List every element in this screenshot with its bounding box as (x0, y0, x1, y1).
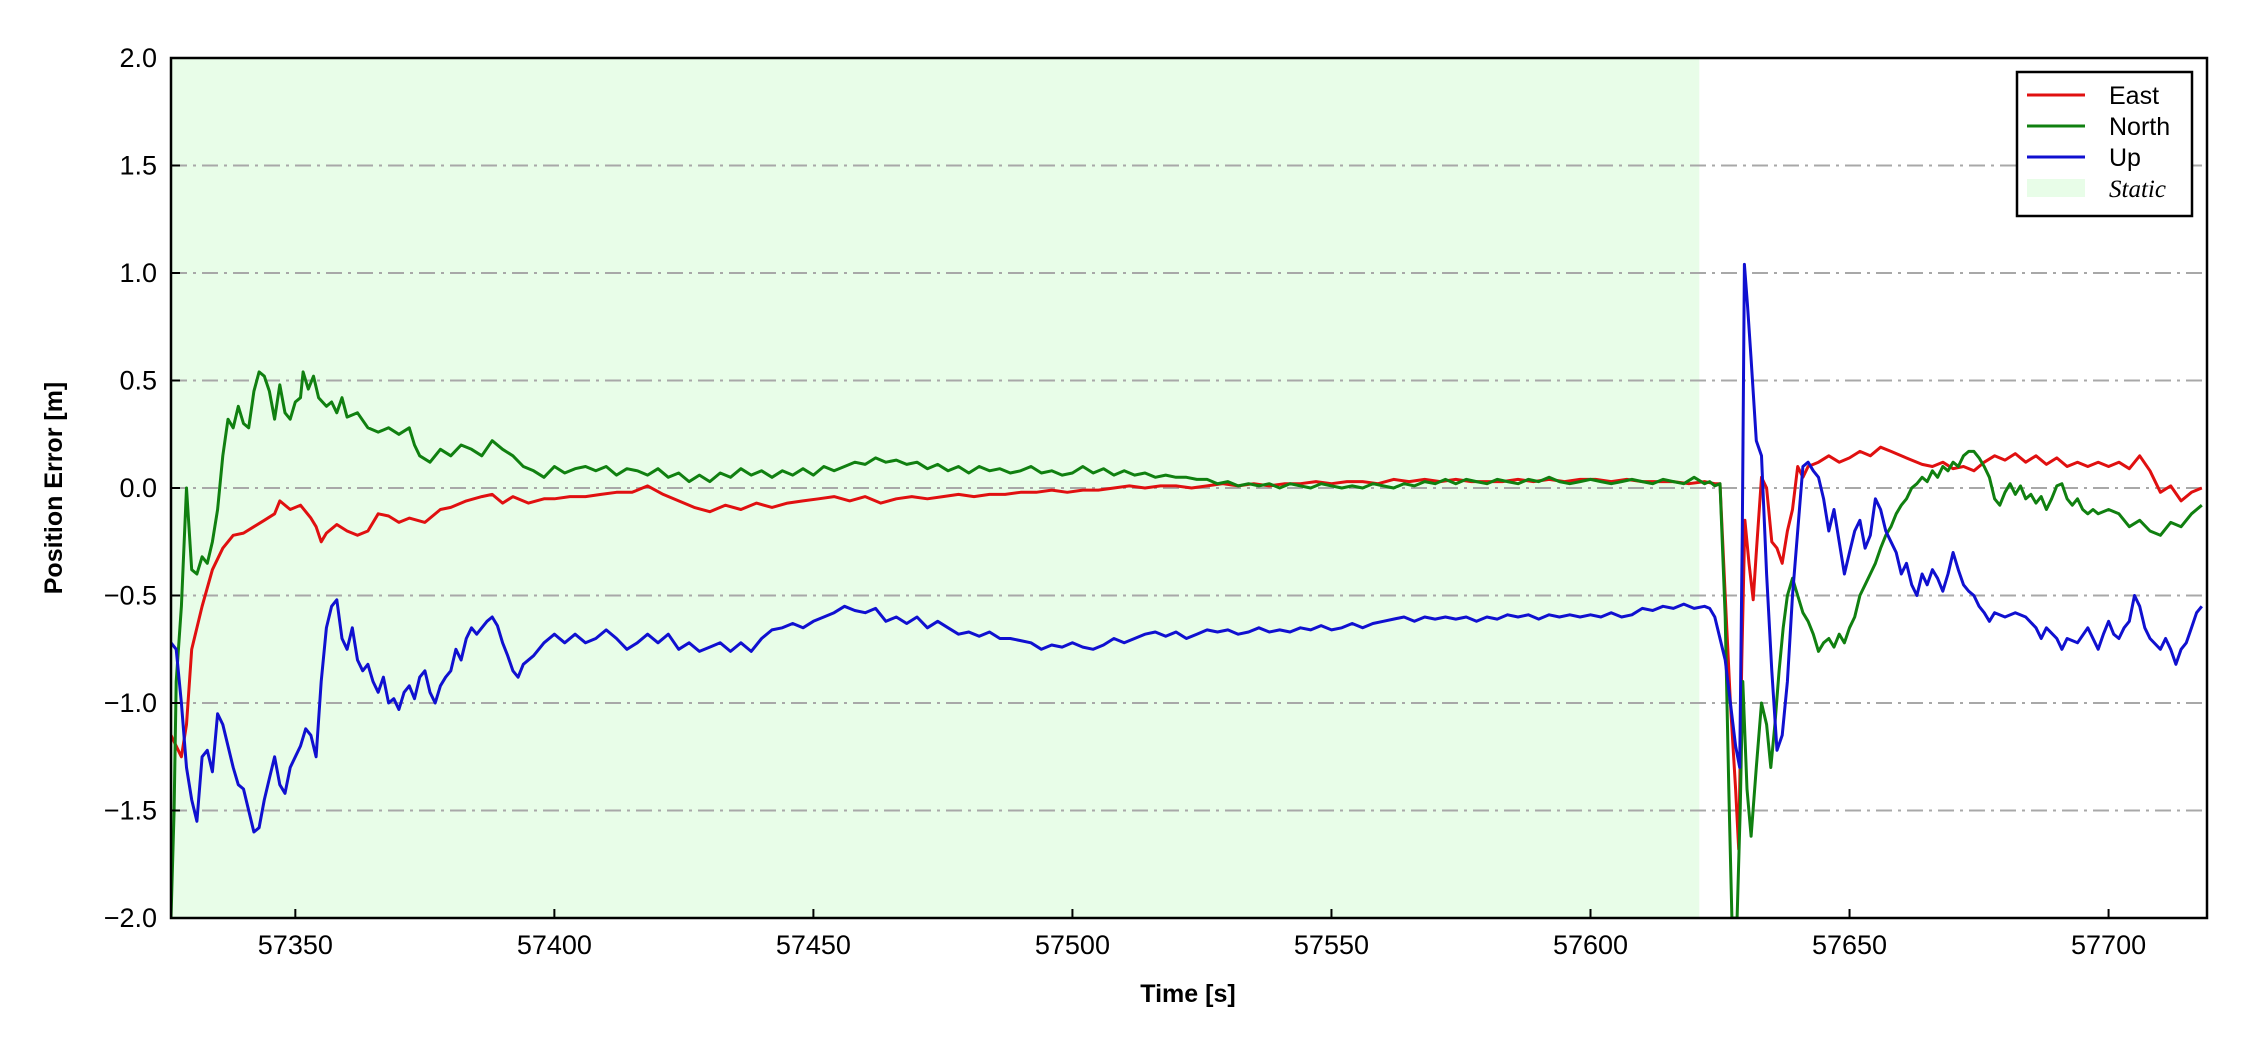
legend-swatch-static (2027, 179, 2085, 197)
y-tick-label: −1.5 (104, 796, 157, 826)
x-axis-label: Time [s] (1140, 980, 1235, 1008)
y-tick-label: −2.0 (104, 903, 157, 933)
legend-label-up: Up (2109, 144, 2141, 172)
y-tick-label: 2.0 (119, 43, 157, 73)
legend-label-static: Static (2109, 176, 2166, 203)
y-axis-label: Position Error [m] (40, 382, 68, 595)
series-line-east (171, 445, 2203, 851)
y-tick-label: −0.5 (104, 581, 157, 611)
y-tick-label: −1.0 (104, 688, 157, 718)
series-line-up (171, 262, 2203, 834)
y-tick-label: 0.5 (119, 366, 157, 396)
y-tick-label: 0.0 (119, 473, 157, 503)
legend-label-north: North (2109, 113, 2170, 141)
x-tick-label: 57600 (1553, 930, 1628, 960)
x-tick-label: 57350 (258, 930, 333, 960)
x-tick-label: 57700 (2071, 930, 2146, 960)
x-tick-label: 57400 (517, 930, 592, 960)
x-tick-label: 57450 (776, 930, 851, 960)
legend-label-east: East (2109, 82, 2159, 110)
legend: East North Up Static (2015, 70, 2194, 218)
y-tick-label: 1.5 (119, 151, 157, 181)
x-tick-label: 57550 (1294, 930, 1369, 960)
series-line-north (171, 370, 2203, 918)
x-tick-label: 57500 (1035, 930, 1110, 960)
y-tick-label: 1.0 (119, 258, 157, 288)
x-tick-label: 57650 (1812, 930, 1887, 960)
